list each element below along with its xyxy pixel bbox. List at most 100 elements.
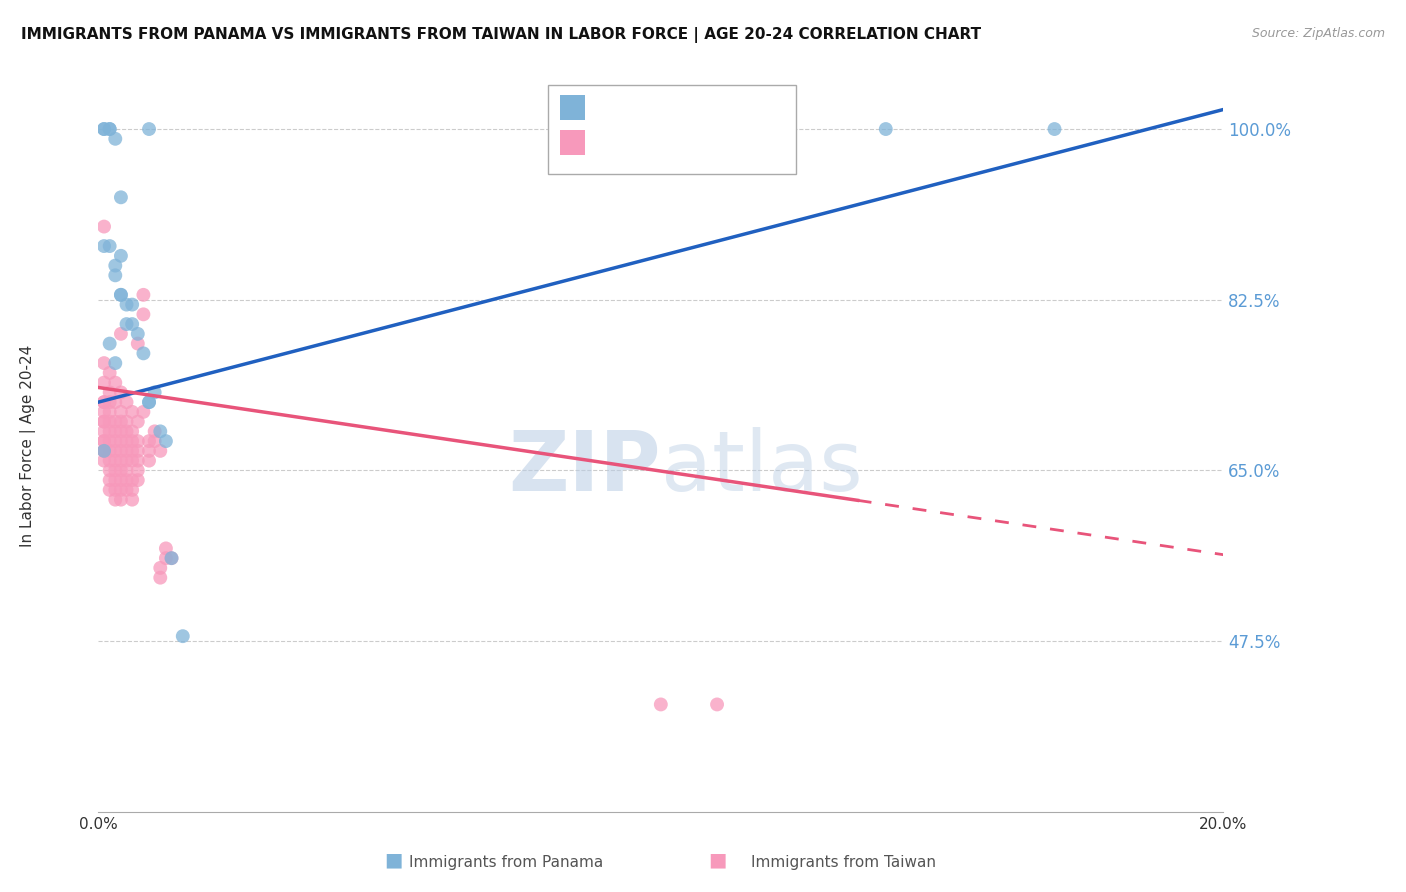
Point: [143, 425, 166, 439]
Point: [110, 434, 132, 449]
Point: [132, 405, 155, 419]
Point: [121, 405, 143, 419]
Point: [98, 453, 121, 467]
Point: [155, 541, 177, 556]
Point: [127, 453, 149, 467]
Point: [98, 366, 121, 380]
Point: [93, 356, 115, 370]
Point: [110, 190, 132, 204]
Point: [138, 453, 160, 467]
Point: [115, 297, 138, 311]
Point: [110, 415, 132, 429]
Point: [104, 356, 127, 370]
Point: [104, 483, 127, 497]
Text: 0.522: 0.522: [638, 98, 697, 116]
Point: [149, 571, 172, 585]
Text: Immigrants from Panama: Immigrants from Panama: [409, 855, 603, 870]
Point: [172, 629, 194, 643]
Point: [104, 443, 127, 458]
Point: [93, 453, 115, 467]
Point: [98, 122, 121, 136]
Text: ■: ■: [707, 851, 727, 870]
Point: [104, 132, 127, 146]
Point: [93, 376, 115, 390]
Point: [93, 415, 115, 429]
Text: -0.294: -0.294: [638, 134, 697, 152]
Point: [121, 443, 143, 458]
Y-axis label: In Labor Force | Age 20-24: In Labor Force | Age 20-24: [20, 345, 37, 547]
Point: [121, 297, 143, 311]
Point: [121, 473, 143, 487]
Point: [143, 385, 166, 400]
Point: [149, 425, 172, 439]
Point: [98, 483, 121, 497]
Point: [127, 326, 149, 341]
Point: [104, 425, 127, 439]
Point: [93, 122, 115, 136]
Point: [98, 443, 121, 458]
Point: [115, 425, 138, 439]
Point: [155, 434, 177, 449]
Point: [93, 395, 115, 409]
Point: [160, 551, 183, 566]
Point: [127, 434, 149, 449]
Point: [110, 483, 132, 497]
Point: [121, 317, 143, 331]
Point: [127, 336, 149, 351]
Text: N =: N =: [709, 136, 738, 150]
Point: [104, 453, 127, 467]
Point: [98, 473, 121, 487]
Text: 90: 90: [751, 134, 773, 152]
Point: [115, 473, 138, 487]
Text: R =: R =: [596, 100, 624, 114]
Point: [160, 551, 183, 566]
Point: [110, 492, 132, 507]
Point: [98, 405, 121, 419]
Point: [115, 463, 138, 477]
Point: [121, 483, 143, 497]
Point: [98, 434, 121, 449]
Point: [138, 122, 160, 136]
Point: [98, 415, 121, 429]
Point: [93, 219, 115, 234]
Point: [110, 425, 132, 439]
Point: [93, 239, 115, 253]
Point: [98, 336, 121, 351]
Text: atlas: atlas: [661, 427, 862, 508]
Point: [93, 443, 115, 458]
Point: [138, 395, 160, 409]
Point: [132, 307, 155, 321]
Point: [93, 443, 115, 458]
Point: [104, 395, 127, 409]
Text: ZIP: ZIP: [509, 427, 661, 508]
Point: [93, 415, 115, 429]
Point: [98, 463, 121, 477]
Point: [115, 317, 138, 331]
Point: [115, 483, 138, 497]
Point: [650, 698, 672, 712]
Point: [98, 395, 121, 409]
Text: 32: 32: [751, 98, 775, 116]
Point: [110, 453, 132, 467]
Point: [104, 259, 127, 273]
Point: [1043, 122, 1066, 136]
Point: [132, 346, 155, 360]
Point: [121, 492, 143, 507]
Point: [104, 434, 127, 449]
Point: [121, 434, 143, 449]
Point: [93, 443, 115, 458]
Point: [93, 434, 115, 449]
Point: [93, 434, 115, 449]
Point: [93, 122, 115, 136]
Point: [127, 463, 149, 477]
Point: [110, 326, 132, 341]
Point: [155, 551, 177, 566]
Point: [706, 698, 728, 712]
Point: [143, 434, 166, 449]
Point: [104, 463, 127, 477]
Point: [875, 122, 897, 136]
Point: [115, 434, 138, 449]
Point: [149, 443, 172, 458]
Point: [110, 463, 132, 477]
Point: [127, 473, 149, 487]
